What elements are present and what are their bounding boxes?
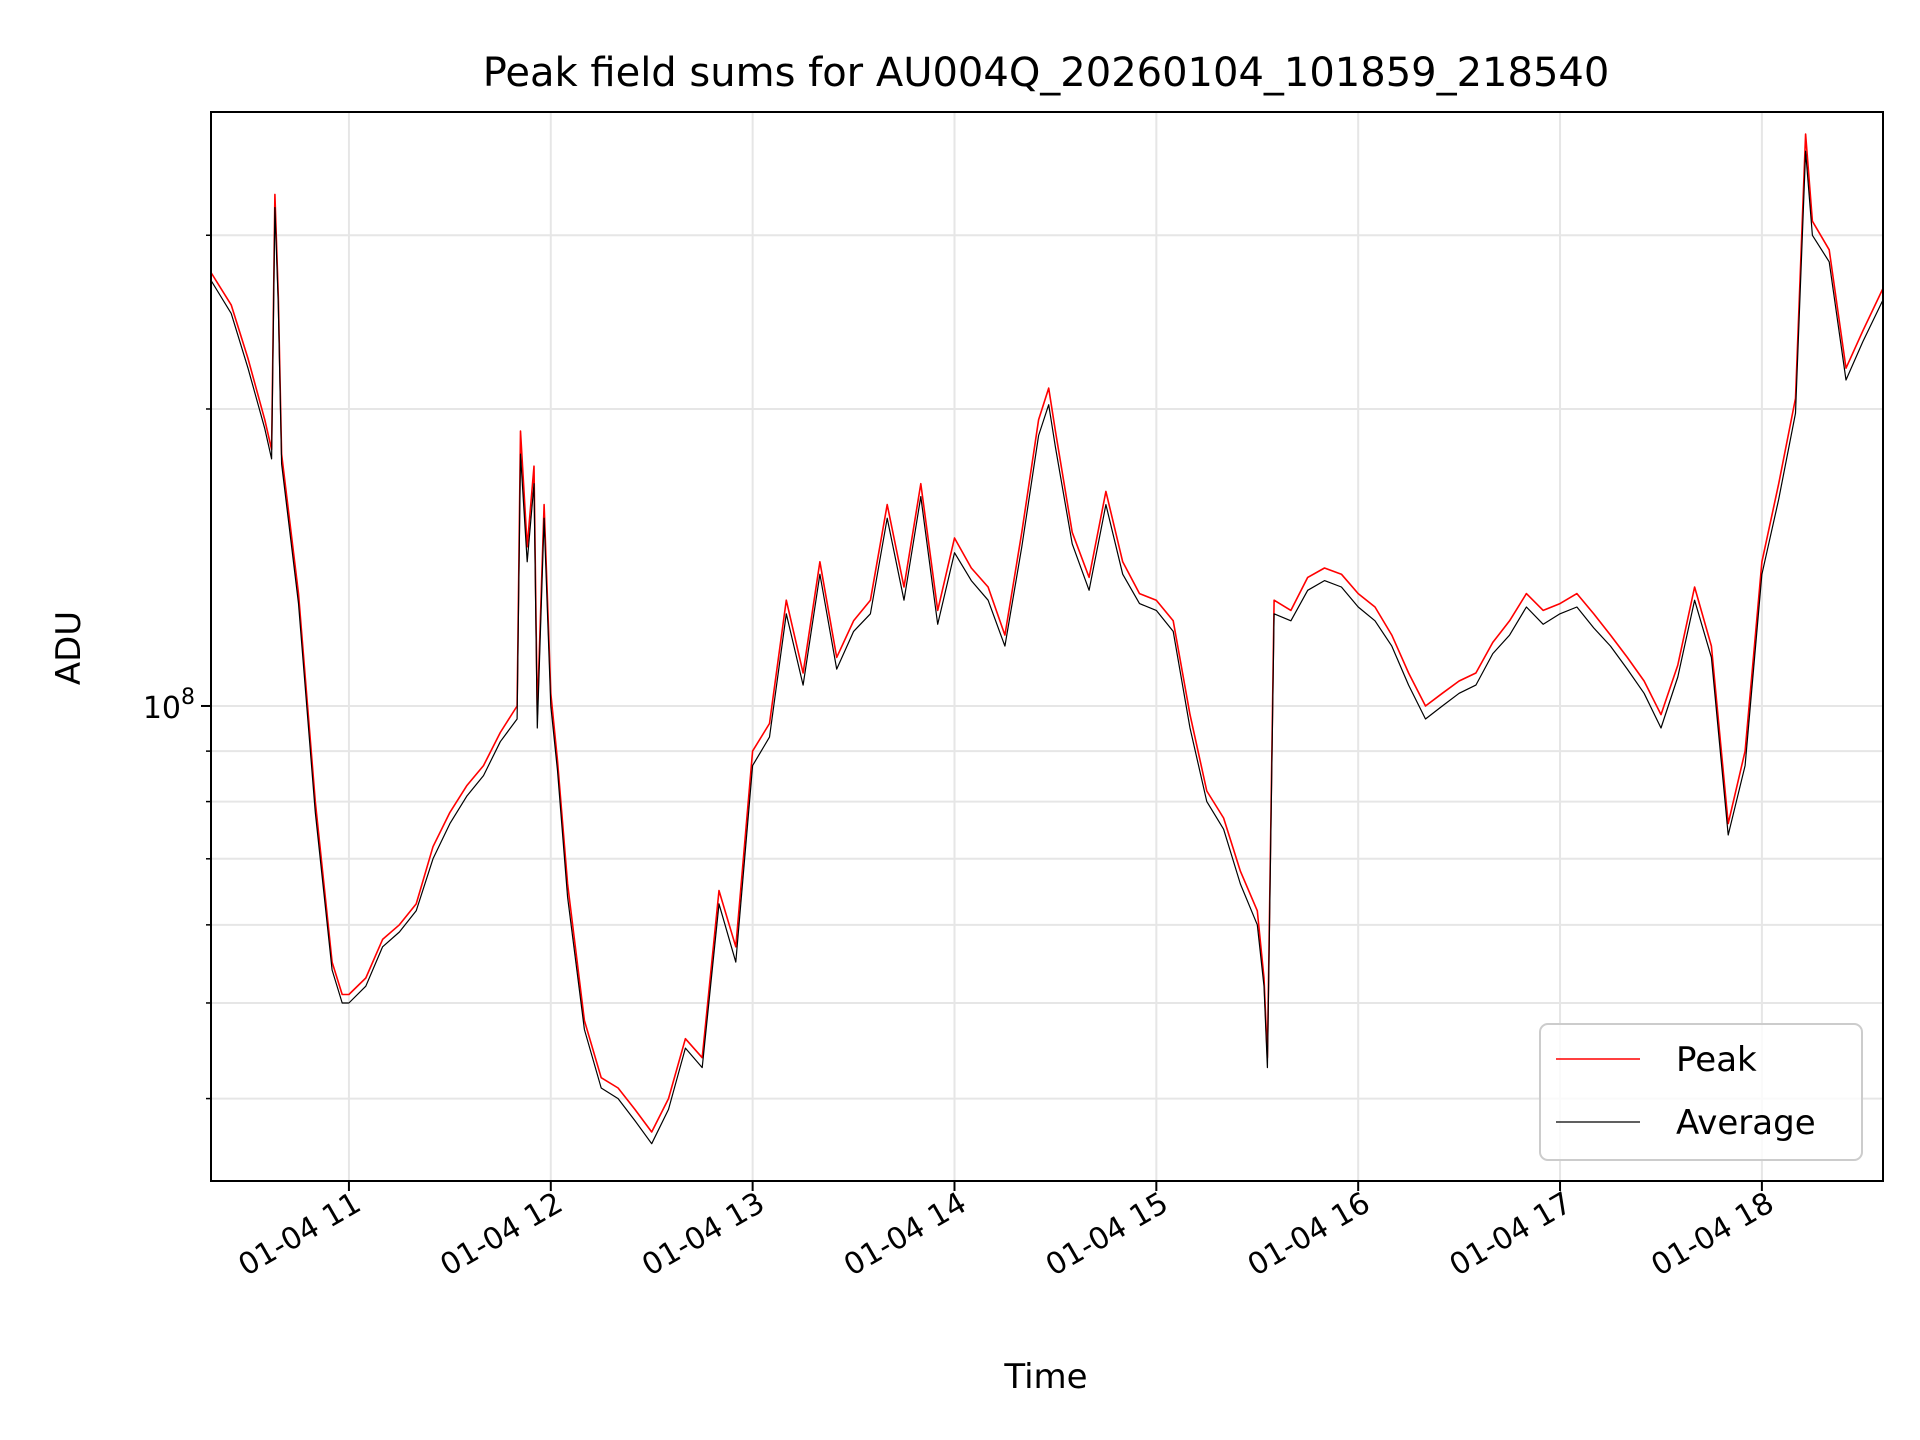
legend-box xyxy=(1539,1023,1863,1161)
y-axis-label: ADU xyxy=(49,611,89,685)
series-line-peak xyxy=(211,133,1883,1133)
chart-title: Peak field sums for AU004Q_20260104_1018… xyxy=(483,50,1610,96)
legend-label-average: Average xyxy=(1676,1103,1816,1143)
legend: Peak Average xyxy=(1539,1023,1863,1161)
y-axis-ticks: 108 xyxy=(143,234,211,1100)
series-line-average xyxy=(211,150,1883,1145)
y-tick-label: 108 xyxy=(143,685,195,726)
x-axis-label: Time xyxy=(1003,1357,1087,1397)
plot-frame xyxy=(210,111,1884,1182)
y-tick-label-exponent: 8 xyxy=(181,685,195,710)
legend-label-peak: Peak xyxy=(1676,1040,1757,1080)
y-tick-label-base: 10 xyxy=(143,691,181,726)
